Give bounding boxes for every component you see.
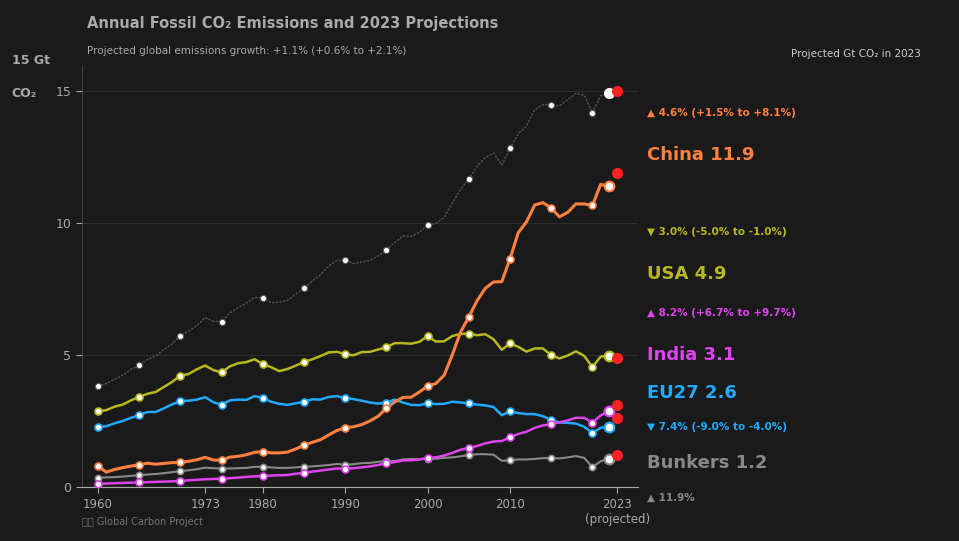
- Text: Annual Fossil CO₂ Emissions and 2023 Projections: Annual Fossil CO₂ Emissions and 2023 Pro…: [87, 16, 499, 31]
- Text: ▼ 3.0% (-5.0% to -1.0%): ▼ 3.0% (-5.0% to -1.0%): [647, 227, 787, 237]
- Text: China 11.9: China 11.9: [647, 146, 755, 164]
- Text: India 3.1: India 3.1: [647, 346, 736, 364]
- Text: Bunkers 1.2: Bunkers 1.2: [647, 454, 768, 472]
- Text: ▼ 7.4% (-9.0% to -4.0%): ▼ 7.4% (-9.0% to -4.0%): [647, 422, 787, 432]
- Text: ▲ 4.6% (+1.5% to +8.1%): ▲ 4.6% (+1.5% to +8.1%): [647, 108, 796, 118]
- Text: CO₂: CO₂: [12, 87, 36, 100]
- Text: 15 Gt: 15 Gt: [12, 54, 50, 67]
- Text: Ⓜⓔ Global Carbon Project: Ⓜⓔ Global Carbon Project: [82, 518, 202, 527]
- Text: EU27 2.6: EU27 2.6: [647, 384, 737, 402]
- Text: USA 4.9: USA 4.9: [647, 265, 727, 283]
- Text: Projected Gt CO₂ in 2023: Projected Gt CO₂ in 2023: [791, 49, 921, 58]
- Text: ▲ 11.9%: ▲ 11.9%: [647, 492, 695, 502]
- Text: Projected global emissions growth: +1.1% (+0.6% to +2.1%): Projected global emissions growth: +1.1%…: [87, 47, 407, 56]
- Text: ▲ 8.2% (+6.7% to +9.7%): ▲ 8.2% (+6.7% to +9.7%): [647, 308, 796, 318]
